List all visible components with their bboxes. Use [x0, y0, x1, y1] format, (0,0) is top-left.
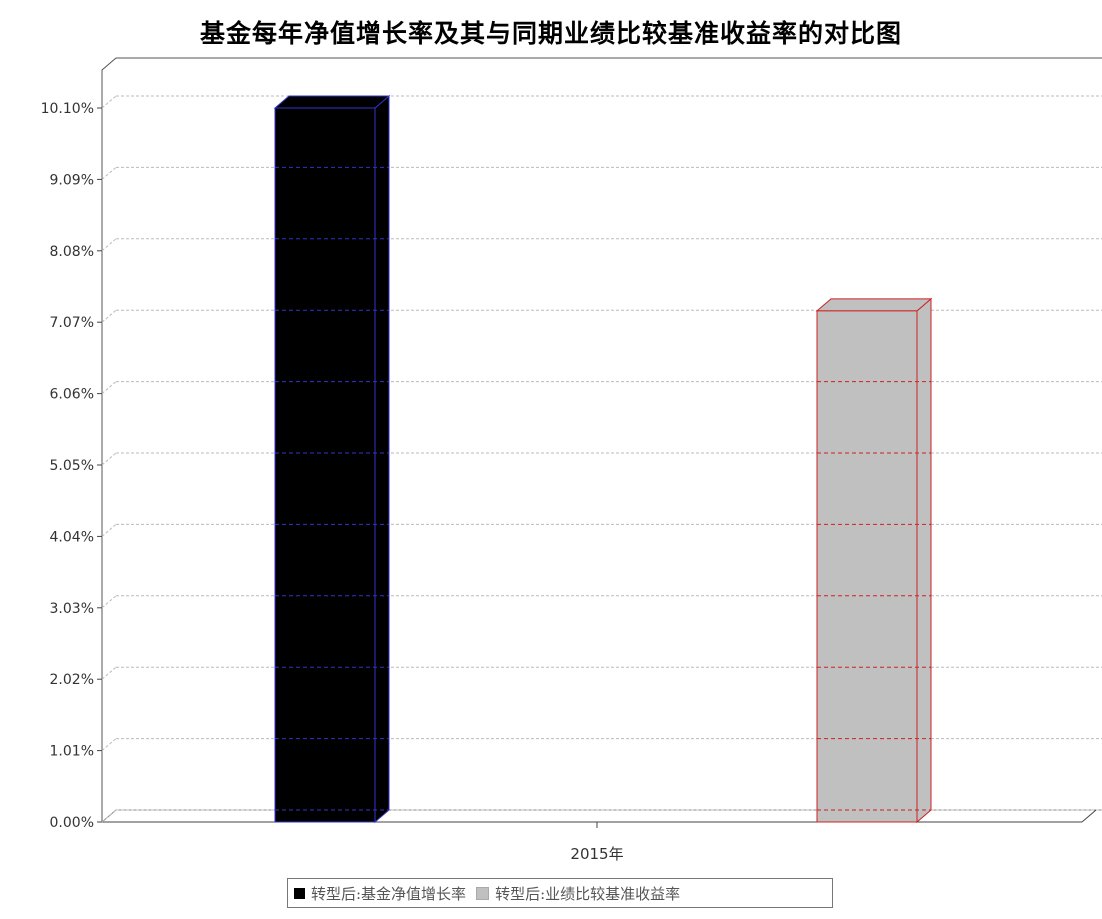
legend-label-fund: 转型后:基金净值增长率 — [311, 884, 467, 903]
y-tick-label: 1.01% — [50, 744, 94, 760]
grid-line-diag — [101, 595, 117, 609]
grid-line-diag — [101, 666, 117, 680]
bar-benchmark — [815, 297, 933, 824]
legend-label-benchmark: 转型后:业绩比较基准收益率 — [495, 884, 681, 903]
x-category-label: 2015年 — [570, 845, 623, 863]
grid-line-diag — [101, 381, 117, 394]
grid-line-diag — [101, 309, 117, 323]
legend: 转型后:基金净值增长率 转型后:业绩比较基准收益率 — [287, 878, 833, 908]
grid-lines — [101, 95, 1102, 823]
y-tick-label: 10.10% — [41, 101, 94, 117]
grid-line-diag — [101, 524, 117, 537]
grid-line-diag — [101, 809, 117, 823]
legend-swatch-benchmark — [476, 886, 490, 900]
grid-line-diag — [101, 738, 117, 751]
bar-side — [374, 94, 390, 824]
grid-line-diag — [101, 452, 117, 466]
bars — [273, 94, 933, 824]
y-tick-label: 2.02% — [50, 672, 94, 688]
y-tick-label: 7.07% — [50, 315, 94, 331]
y-tick-label: 6.06% — [50, 387, 94, 403]
legend-swatch-fund — [294, 887, 305, 899]
bar-top — [815, 298, 933, 312]
bar-front — [816, 310, 918, 823]
chart-title: 基金每年净值增长率及其与同期业绩比较基准收益率的对比图 — [199, 19, 902, 48]
y-tick-label: 3.03% — [50, 601, 94, 617]
grid-line-diag — [101, 167, 117, 180]
bar-fund — [273, 94, 391, 824]
plot-frame — [101, 57, 1102, 823]
y-tick-label: 0.00% — [50, 815, 94, 831]
grid-line-diag — [101, 238, 117, 252]
y-axis: 0.00% 1.01% 2.02% 3.03% 4.04% 5.05% 6.06% 7.07%… — [41, 101, 102, 831]
y-tick-label: 5.05% — [50, 458, 94, 474]
legend-item-fund: 转型后:基金净值增长率 — [294, 883, 466, 904]
y-tick-label: 9.09% — [50, 172, 94, 188]
floor-right-edge — [1081, 809, 1097, 823]
legend-item-benchmark: 转型后:业绩比较基准收益率 — [476, 883, 680, 904]
bar-side — [916, 297, 932, 824]
frame-floor-back — [101, 809, 1102, 823]
y-tick-label: 8.08% — [50, 244, 94, 260]
grid-line-diag — [101, 95, 117, 109]
x-axis: 2015年 — [570, 822, 624, 863]
bar-chart: 0.00% 1.01% 2.02% 3.03% 4.04% 5.05% 6.06% 7.07%… — [41, 57, 1102, 863]
y-tick-label: 4.04% — [50, 529, 94, 545]
bar-top — [273, 95, 391, 109]
bar-front — [274, 107, 376, 823]
frame-left-wall — [101, 57, 1102, 822]
